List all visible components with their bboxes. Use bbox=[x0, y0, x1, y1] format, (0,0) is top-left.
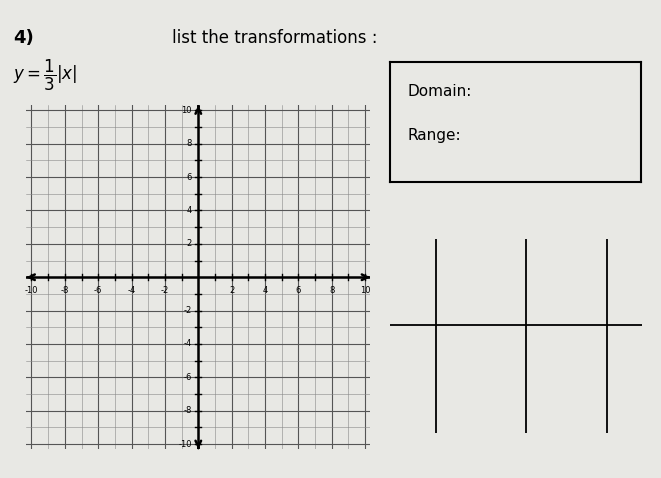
Text: $y = \dfrac{1}{3}|x|$: $y = \dfrac{1}{3}|x|$ bbox=[13, 57, 77, 93]
Text: Domain:: Domain: bbox=[408, 84, 472, 98]
Text: -6: -6 bbox=[94, 286, 102, 295]
Text: 6: 6 bbox=[186, 173, 192, 182]
Text: 4: 4 bbox=[186, 206, 192, 215]
Text: Range:: Range: bbox=[408, 128, 461, 143]
Text: -4: -4 bbox=[183, 339, 192, 348]
Text: -8: -8 bbox=[61, 286, 69, 295]
Text: -10: -10 bbox=[24, 286, 38, 295]
Text: -2: -2 bbox=[161, 286, 169, 295]
Text: 6: 6 bbox=[295, 286, 301, 295]
Text: -6: -6 bbox=[183, 373, 192, 382]
Text: -2: -2 bbox=[183, 306, 192, 315]
Text: 2: 2 bbox=[186, 239, 192, 249]
Text: 4: 4 bbox=[262, 286, 268, 295]
Text: 10: 10 bbox=[360, 286, 370, 295]
Text: 10: 10 bbox=[181, 106, 192, 115]
Text: 2: 2 bbox=[229, 286, 234, 295]
Text: 8: 8 bbox=[329, 286, 334, 295]
Text: 4): 4) bbox=[13, 29, 34, 47]
Text: -4: -4 bbox=[128, 286, 136, 295]
Text: 8: 8 bbox=[186, 139, 192, 148]
Text: -10: -10 bbox=[178, 440, 192, 448]
Text: list the transformations :: list the transformations : bbox=[172, 29, 377, 47]
Text: -8: -8 bbox=[183, 406, 192, 415]
